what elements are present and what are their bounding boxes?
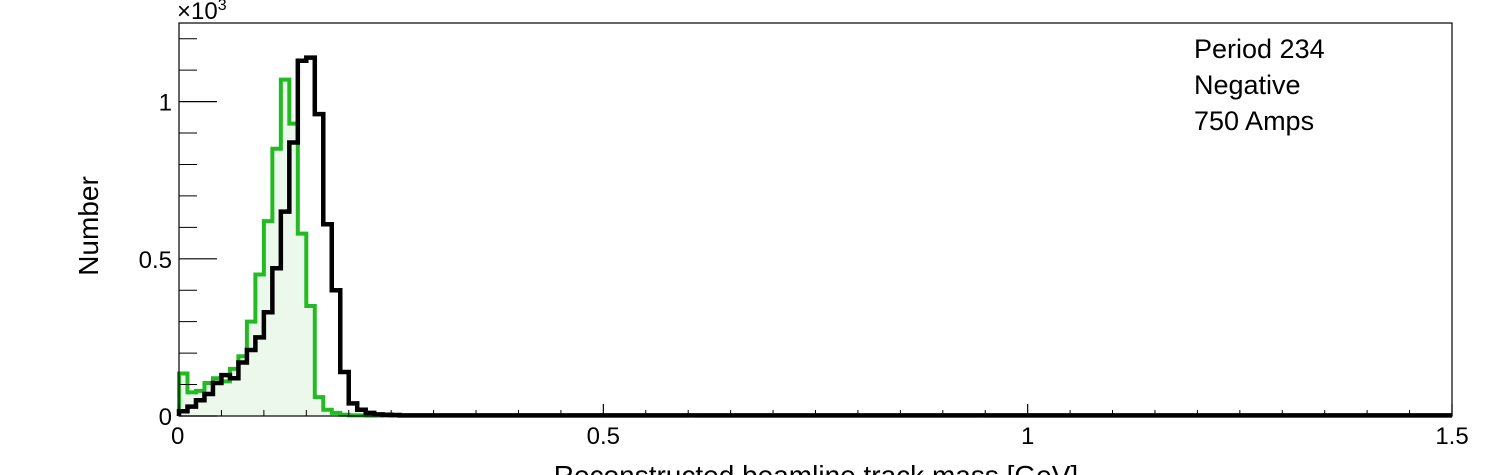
ticks-layer: 0 0.5 1 1.5 0 0.5 1 xyxy=(139,38,1469,450)
y-tick-label: 1 xyxy=(159,90,172,117)
x-axis-title: Reconstructed beamline track mass [GeV] xyxy=(554,460,1078,475)
annotation-current: 750 Amps xyxy=(1194,106,1314,136)
annotation-polarity: Negative xyxy=(1194,70,1301,100)
annotation-period: Period 234 xyxy=(1194,34,1325,64)
x-tick-label: 1 xyxy=(1021,423,1034,450)
annotation-box: Period 234 Negative 750 Amps xyxy=(1194,34,1325,136)
series-1-line xyxy=(176,55,1452,418)
y-tick-label: 0 xyxy=(159,404,172,431)
x-tick-label: 0.5 xyxy=(587,423,620,450)
series-0-fill xyxy=(179,79,1452,416)
y-multiplier-label: ×103 xyxy=(177,0,227,25)
y-axis-title: Number xyxy=(73,176,104,276)
x-tick-label: 1.5 xyxy=(1435,423,1468,450)
y-tick-label: 0.5 xyxy=(139,247,172,274)
x-tick-label: 0 xyxy=(171,423,184,450)
